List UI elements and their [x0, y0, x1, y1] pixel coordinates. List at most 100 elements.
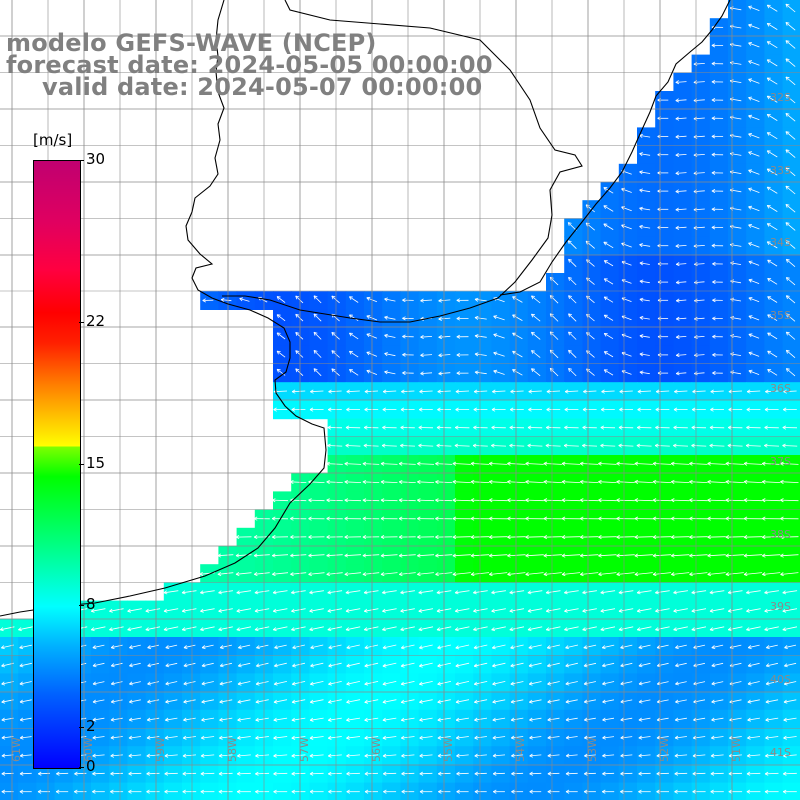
wind-arrow-head [452, 535, 457, 538]
wind-arrow-head [565, 663, 569, 667]
wind-arrow [786, 258, 796, 268]
wind-arrow [600, 608, 616, 612]
wind-arrow-head [784, 683, 788, 686]
wind-arrow [455, 608, 470, 612]
wind-arrow-head [748, 242, 753, 244]
wind-arrow-head [255, 719, 260, 722]
wind-arrow-head [568, 349, 573, 352]
wind-arrow-head [675, 116, 679, 120]
wind-arrow-head [290, 481, 294, 484]
wind-arrow-head [110, 773, 114, 776]
wind-arrow-head [711, 152, 716, 155]
wind-arrow-head [510, 389, 514, 393]
wind-arrow-head [366, 297, 370, 301]
wind-arrow [743, 554, 763, 557]
wind-arrow-head [543, 574, 548, 577]
wind-arrow-head [621, 206, 625, 210]
wind-arrow [785, 58, 796, 67]
wind-arrow-head [492, 647, 496, 650]
wind-arrow-head [712, 352, 716, 356]
wind-arrow-head [492, 701, 497, 704]
wind-arrow [785, 22, 796, 31]
wind-arrow [676, 299, 687, 302]
wind-arrow [19, 644, 32, 649]
wind-arrow-head [400, 627, 404, 631]
wind-arrow-head [545, 608, 550, 612]
wind-arrow-head [689, 461, 693, 464]
wind-arrow [675, 190, 687, 192]
wind-arrow-head [455, 699, 459, 703]
wind-arrow-head [692, 389, 696, 393]
wind-arrow-head [273, 717, 277, 721]
wind-arrow [598, 554, 617, 557]
wind-arrow-head [364, 737, 369, 740]
wind-arrow-head [473, 427, 477, 430]
wind-arrow [675, 644, 687, 649]
wind-arrow-head [474, 317, 479, 320]
wind-arrow-head [254, 592, 259, 595]
wind-arrow-head [583, 645, 587, 649]
wind-arrow-head [254, 610, 259, 613]
wind-arrow [743, 499, 763, 502]
wind-arrow-head [568, 258, 573, 261]
wind-arrow [636, 445, 652, 447]
wind-arrow-head [401, 755, 405, 758]
wind-arrow [19, 772, 32, 775]
wind-arrow-head [473, 665, 478, 668]
wind-arrow-head [74, 771, 78, 775]
wind-arrow [525, 536, 544, 538]
wind-arrow-head [727, 427, 732, 430]
wind-arrow-head [236, 629, 241, 632]
wind-arrow [601, 390, 615, 393]
wind-arrow-head [638, 663, 642, 667]
wind-arrow [399, 499, 416, 502]
wind-arrow-head [435, 499, 439, 503]
wind-arrow-head [437, 409, 441, 412]
wind-arrow [561, 481, 581, 483]
wind-arrow-head [725, 481, 730, 484]
wind-arrow-head [580, 518, 584, 521]
wind-arrow [473, 644, 488, 649]
wind-arrow-head [693, 82, 698, 85]
wind-arrow-head [364, 789, 369, 793]
wind-arrow [507, 572, 526, 575]
wind-arrow-head [747, 755, 751, 758]
wind-arrow [747, 681, 760, 685]
wind-arrow-head [326, 572, 330, 575]
wind-arrow-head [438, 316, 442, 320]
wind-arrow [292, 681, 306, 685]
wind-arrow-head [693, 171, 698, 174]
wind-arrow [420, 336, 433, 338]
wind-arrow [725, 481, 744, 483]
wind-arrow-head [547, 663, 551, 667]
wind-arrow-head [675, 701, 679, 704]
wind-arrow-head [510, 701, 515, 704]
wind-arrow-head [511, 771, 515, 775]
wind-arrow [276, 332, 286, 340]
wind-arrow-head [507, 516, 511, 519]
wind-arrow-head [785, 277, 788, 281]
wind-arrow-head [670, 463, 675, 466]
wind-arrow-head [561, 461, 566, 464]
wind-arrow [784, 662, 797, 667]
wind-arrow-head [546, 645, 551, 649]
wind-arrow [511, 736, 524, 739]
wind-arrow-head [218, 610, 223, 613]
wind-arrow-head [437, 737, 442, 740]
wind-arrow-head [309, 737, 314, 740]
wind-arrow-head [600, 629, 605, 632]
wind-arrow-head [436, 592, 441, 595]
wind-arrow [531, 350, 541, 358]
wind-arrow-head [419, 753, 423, 757]
wind-arrow-head [712, 316, 716, 319]
wind-arrow-head [164, 773, 169, 776]
wind-arrow-head [455, 610, 459, 613]
wind-arrow-head [456, 791, 460, 794]
wind-arrow [492, 754, 506, 757]
wind-arrow-head [313, 368, 316, 373]
wind-arrow [237, 772, 251, 775]
wind-arrow [18, 626, 33, 631]
wind-arrow-head [19, 665, 24, 668]
wind-arrow [308, 499, 325, 502]
wind-arrow-head [437, 683, 442, 686]
